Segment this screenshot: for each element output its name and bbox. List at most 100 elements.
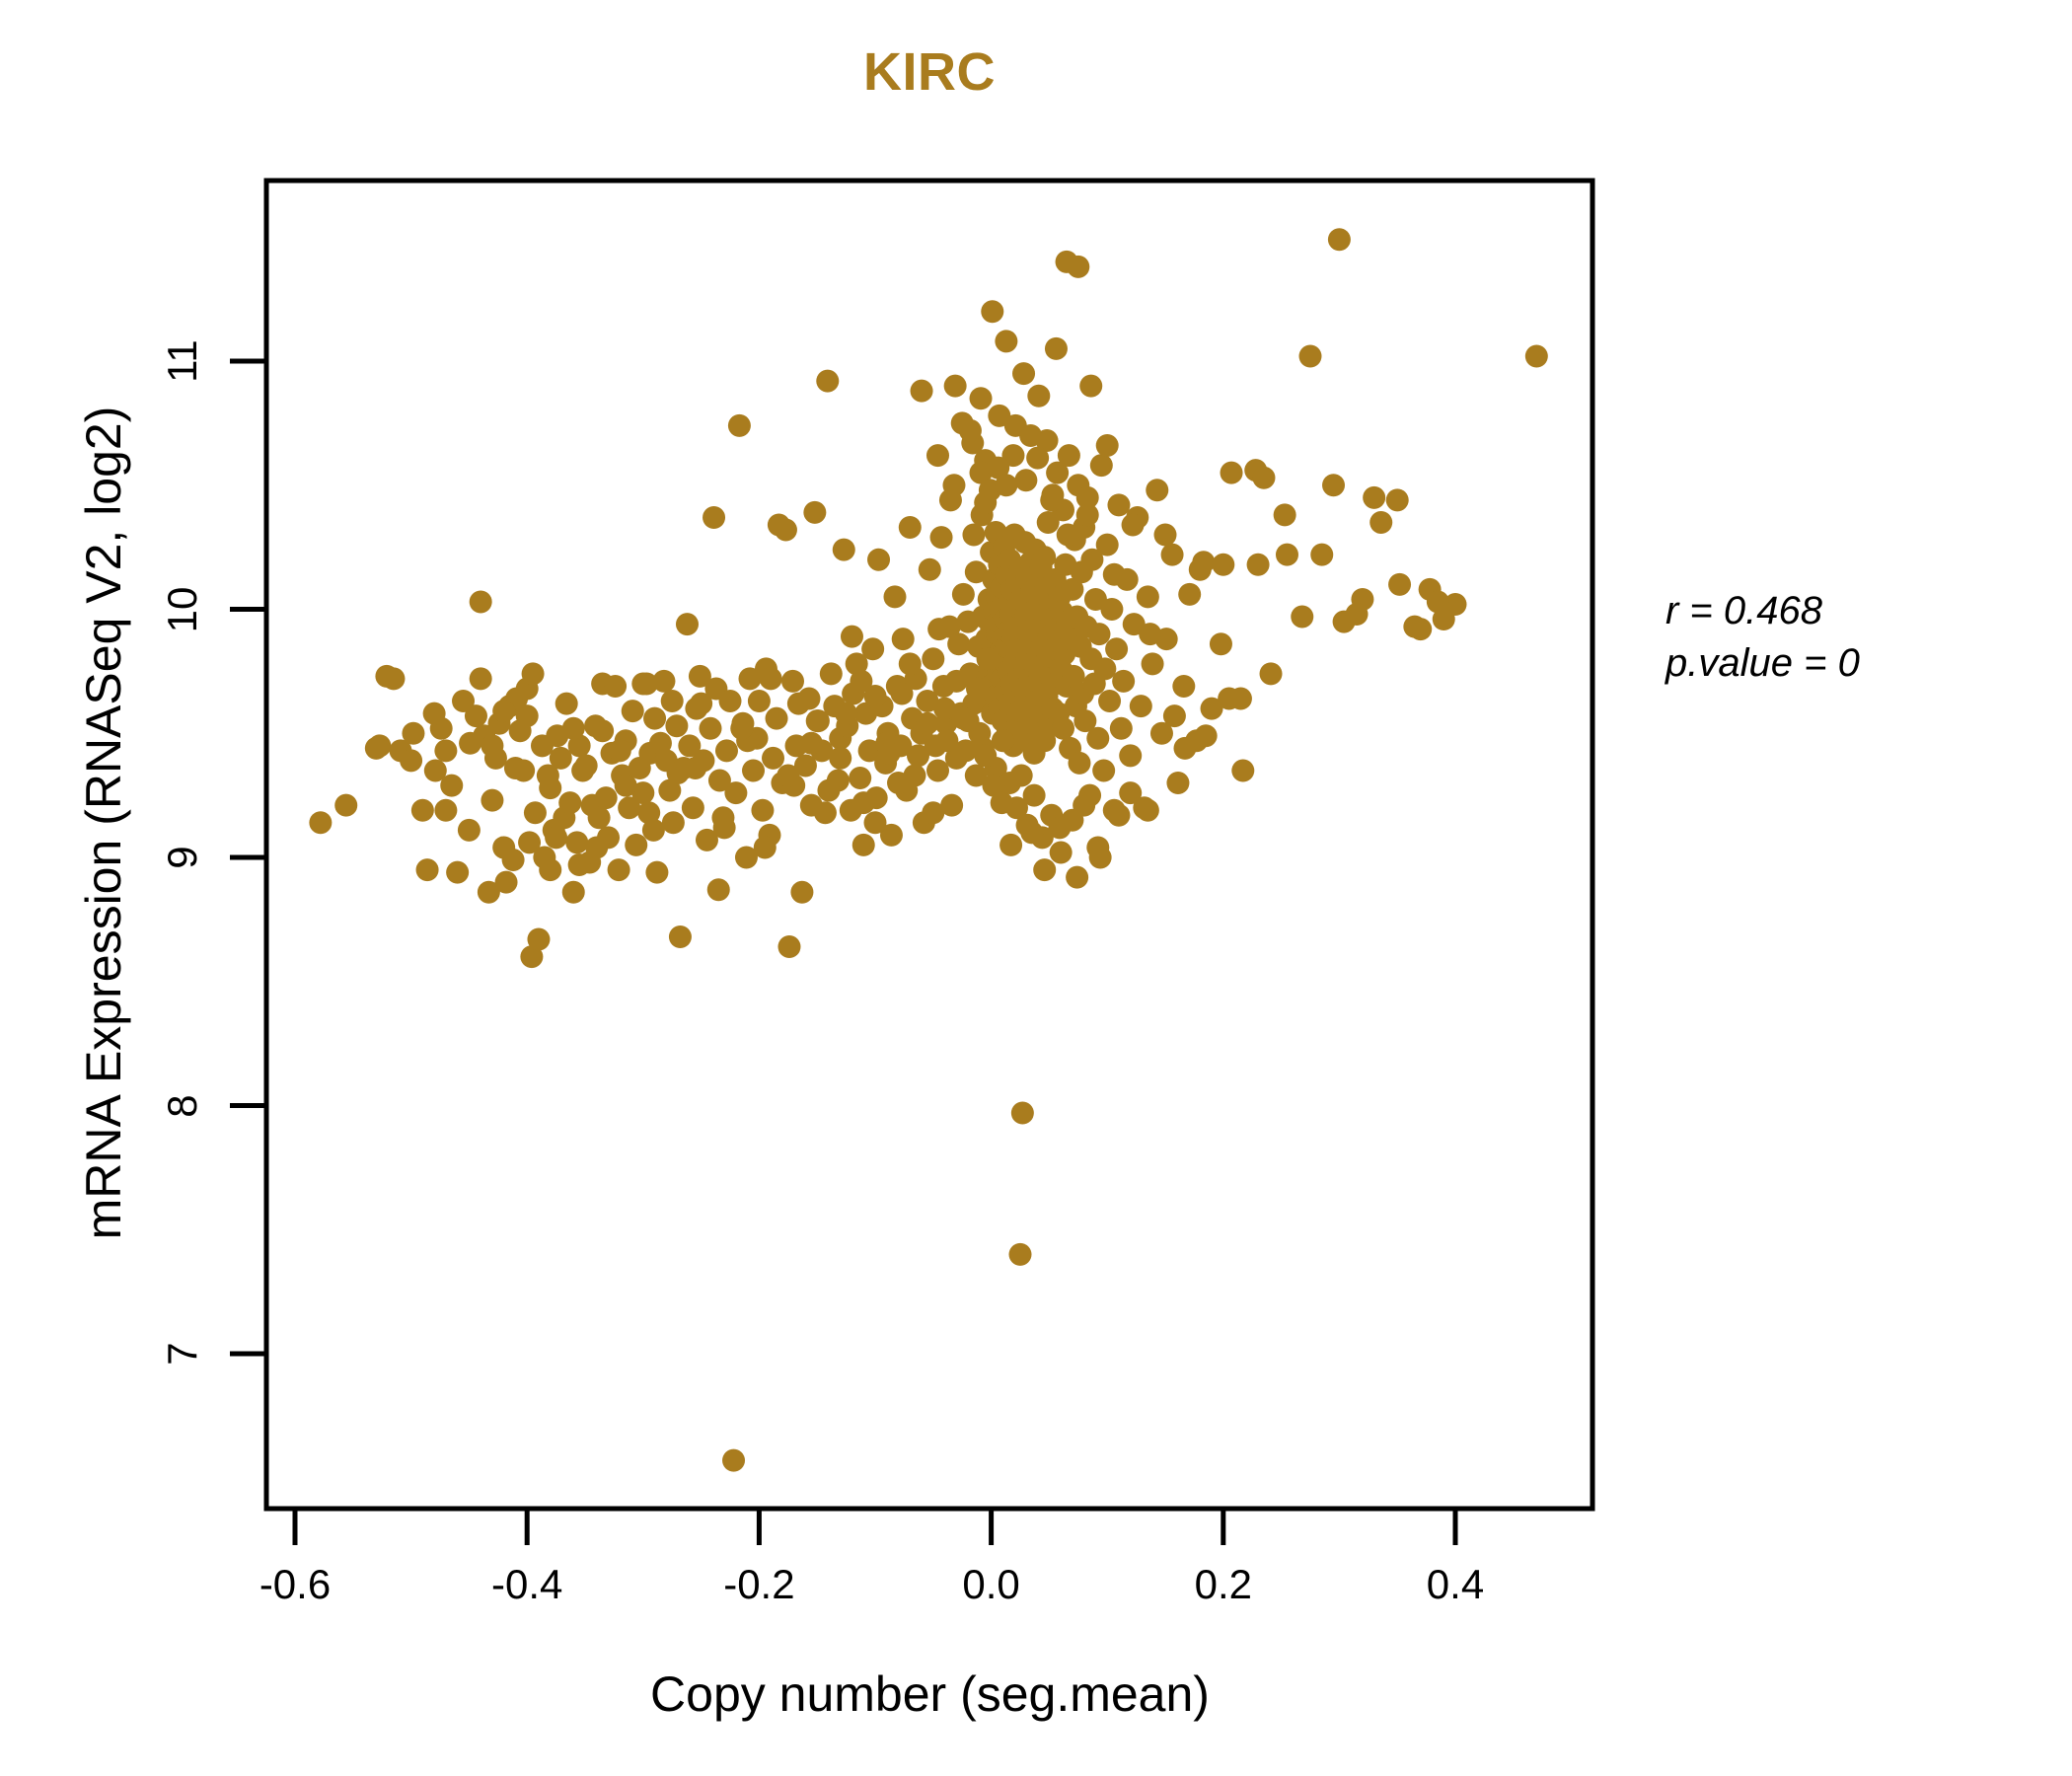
data-point (1107, 803, 1131, 827)
data-point (898, 516, 922, 539)
data-point (561, 716, 585, 740)
data-point (1073, 793, 1096, 817)
data-point (309, 811, 333, 835)
x-axis-tick-label: -0.2 (723, 1561, 795, 1607)
data-point (621, 700, 644, 723)
data-point (976, 647, 999, 671)
data-point (929, 526, 953, 550)
data-point (910, 379, 933, 403)
data-point (1102, 562, 1126, 586)
data-point (816, 369, 840, 393)
y-axis-tick-label: 11 (159, 339, 205, 383)
data-point (742, 759, 766, 782)
data-point (520, 945, 544, 969)
data-point (523, 801, 547, 825)
data-point (1141, 652, 1164, 676)
data-point (1086, 726, 1110, 750)
data-point (907, 744, 930, 768)
data-point (1057, 444, 1080, 468)
data-point (718, 690, 742, 713)
data-point (777, 935, 801, 959)
data-point (991, 729, 1014, 753)
data-point (1273, 503, 1296, 527)
data-point (999, 833, 1023, 856)
data-point (1129, 695, 1152, 718)
data-point (793, 754, 817, 777)
data-point (1426, 590, 1449, 614)
data-point (1443, 592, 1467, 616)
data-point (634, 672, 658, 696)
data-point (987, 456, 1010, 480)
data-point (574, 754, 598, 777)
data-point (594, 786, 618, 810)
data-point (452, 690, 476, 713)
data-point (1012, 362, 1036, 386)
data-point (922, 801, 945, 825)
data-point (678, 734, 702, 758)
data-point (1275, 543, 1298, 566)
data-point (477, 880, 500, 904)
data-point (1385, 488, 1409, 512)
data-point (527, 927, 551, 951)
data-point (1089, 454, 1113, 478)
data-point (863, 685, 887, 708)
data-point (1209, 632, 1232, 656)
data-point (539, 858, 562, 882)
data-point (706, 878, 730, 902)
data-point (665, 714, 689, 738)
data-point (1075, 503, 1099, 527)
data-point (1066, 865, 1089, 889)
data-point (1036, 510, 1060, 534)
data-point (722, 1448, 746, 1472)
data-point (850, 669, 873, 693)
data-point (699, 716, 722, 740)
data-point (641, 818, 665, 842)
data-point (1322, 474, 1346, 497)
data-point (558, 791, 582, 815)
data-point (943, 374, 967, 398)
data-point (832, 538, 855, 561)
data-point (851, 833, 875, 856)
data-point (1003, 413, 1027, 437)
data-point (684, 756, 707, 779)
data-point (916, 711, 939, 735)
data-point (1345, 603, 1369, 627)
data-point (364, 736, 388, 760)
data-point (995, 474, 1018, 497)
data-point (988, 404, 1011, 427)
data-point (1026, 446, 1050, 470)
data-point (415, 858, 439, 882)
data-point (402, 721, 425, 745)
data-point (851, 791, 875, 815)
data-point (1080, 548, 1104, 571)
data-point (607, 858, 630, 882)
data-point (1044, 336, 1068, 360)
data-point (969, 387, 993, 410)
data-point (464, 704, 487, 728)
data-point (1172, 674, 1196, 698)
data-point (1136, 585, 1159, 609)
data-point (567, 734, 591, 758)
data-point (422, 702, 446, 725)
data-point (666, 761, 690, 784)
data-point (898, 652, 922, 676)
data-point (734, 846, 758, 869)
data-point (829, 746, 852, 770)
data-point (1119, 744, 1143, 768)
data-point (695, 828, 718, 851)
data-point (555, 692, 578, 715)
data-point (1087, 623, 1111, 646)
data-point (1136, 798, 1159, 822)
data-point (1107, 493, 1131, 517)
data-point (1088, 846, 1112, 869)
data-point (981, 300, 1004, 324)
data-point (1139, 623, 1162, 646)
data-point (648, 731, 672, 755)
data-point (947, 632, 971, 656)
data-point (434, 798, 458, 822)
data-point (879, 823, 903, 847)
data-point (774, 518, 797, 542)
data-point (567, 853, 591, 877)
data-point (1119, 781, 1143, 805)
data-point (587, 806, 611, 830)
